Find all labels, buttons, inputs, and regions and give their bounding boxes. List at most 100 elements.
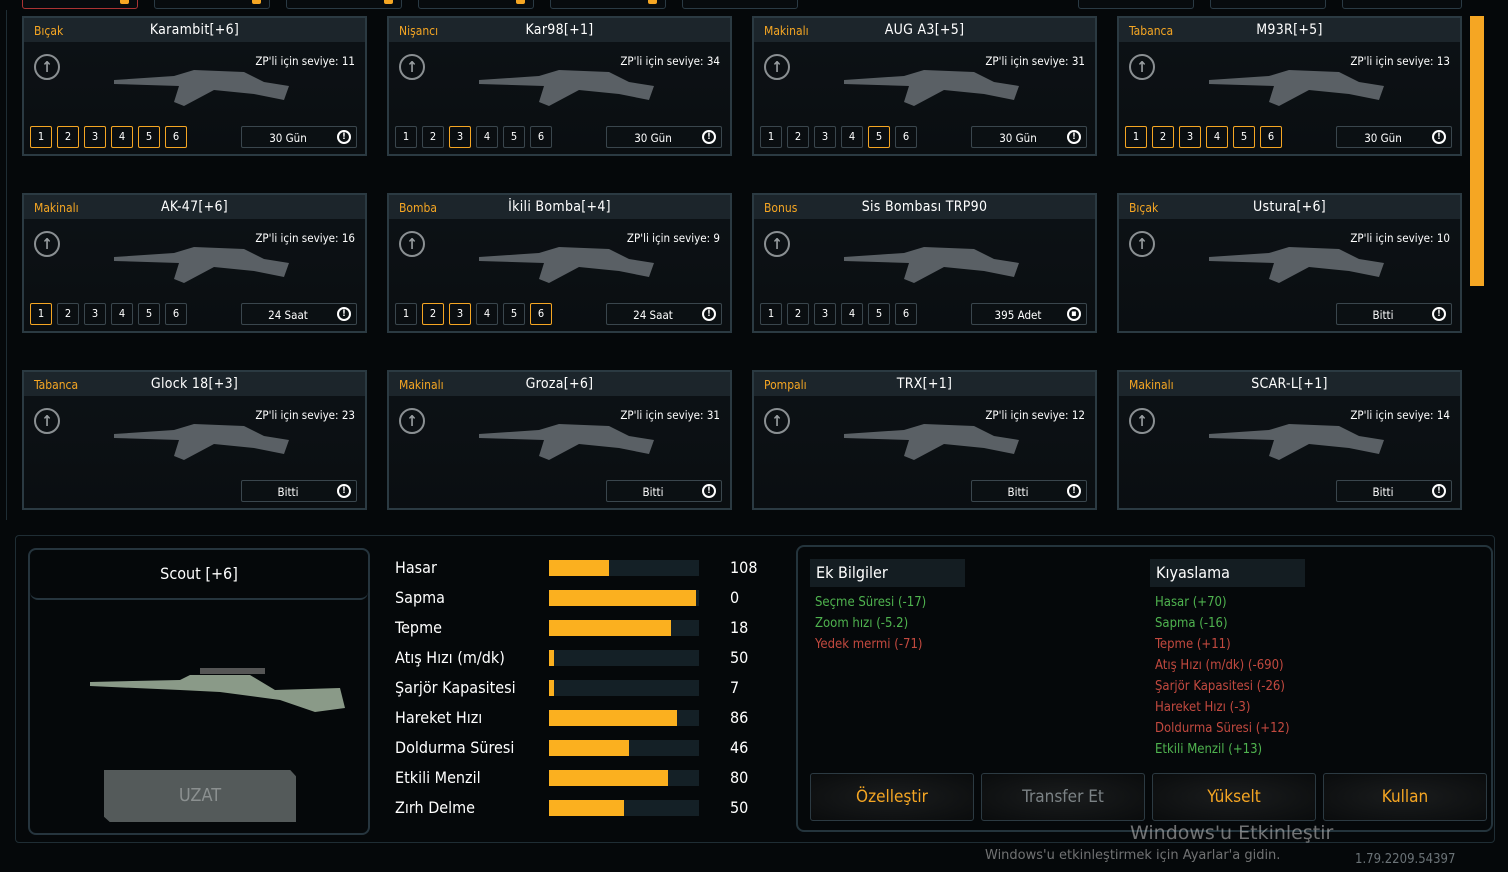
filter-dropdown[interactable] bbox=[22, 0, 138, 9]
item-name: Glock 18[+3] bbox=[150, 376, 239, 392]
item-card[interactable]: Bıçak Ustura[+6] ↑ ZP'li için seviye: 10 Bit… bbox=[1117, 193, 1462, 333]
upgrade-arrow-icon[interactable]: ↑ bbox=[34, 408, 60, 434]
item-card[interactable]: Bomba İkili Bomba[+4] ↑ ZP'li için seviye: … bbox=[387, 193, 732, 333]
upgrade-arrow-icon[interactable]: ↑ bbox=[399, 408, 425, 434]
upgrade-button[interactable]: Yükselt bbox=[1152, 773, 1316, 821]
level-button[interactable]: 1 bbox=[30, 303, 52, 325]
upgrade-arrow-icon[interactable]: ↑ bbox=[1129, 408, 1155, 434]
level-button[interactable]: 5 bbox=[138, 303, 160, 325]
item-card[interactable]: Bıçak Karambit[+6] ↑ ZP'li için seviye: 11 1… bbox=[22, 16, 367, 156]
level-button[interactable]: 5 bbox=[138, 126, 160, 148]
card-header: Makinalı SCAR-L[+1] bbox=[1119, 372, 1460, 396]
level-button[interactable]: 1 bbox=[395, 126, 417, 148]
clock-icon: ! bbox=[337, 307, 351, 321]
weapon-image bbox=[1209, 424, 1384, 460]
item-card[interactable]: Makinalı AK-47[+6] ↑ ZP'li için seviye: 16 1… bbox=[22, 193, 367, 333]
upgrade-arrow-icon[interactable]: ↑ bbox=[1129, 231, 1155, 257]
customize-button[interactable]: Özelleştir bbox=[810, 773, 974, 821]
filter-dropdown[interactable] bbox=[286, 0, 402, 9]
level-button[interactable]: 5 bbox=[868, 303, 890, 325]
upgrade-arrow-icon[interactable]: ↑ bbox=[764, 54, 790, 80]
level-button[interactable]: 4 bbox=[476, 303, 498, 325]
level-button[interactable]: 6 bbox=[165, 303, 187, 325]
clock-icon: ! bbox=[702, 307, 716, 321]
item-card[interactable]: Bonus Sis Bombası TRP90 ↑ 1 2 3 4 5 6 395 Adet ▪ bbox=[752, 193, 1097, 333]
upgrade-arrow-icon[interactable]: ↑ bbox=[764, 231, 790, 257]
filter-dropdown[interactable] bbox=[1210, 0, 1326, 9]
level-button[interactable]: 5 bbox=[503, 126, 525, 148]
level-button[interactable]: 1 bbox=[1125, 126, 1147, 148]
level-button[interactable]: 6 bbox=[165, 126, 187, 148]
level-button[interactable]: 5 bbox=[868, 126, 890, 148]
level-button[interactable]: 3 bbox=[814, 303, 836, 325]
level-button[interactable]: 6 bbox=[530, 303, 552, 325]
level-button[interactable]: 4 bbox=[841, 126, 863, 148]
item-card[interactable]: Makinalı SCAR-L[+1] ↑ ZP'li için seviye: 14… bbox=[1117, 370, 1462, 510]
level-button[interactable]: 4 bbox=[111, 126, 133, 148]
level-button[interactable]: 4 bbox=[111, 303, 133, 325]
item-card[interactable]: Tabanca Glock 18[+3] ↑ ZP'li için seviye: 2… bbox=[22, 370, 367, 510]
level-button[interactable]: 1 bbox=[760, 126, 782, 148]
level-button[interactable]: 4 bbox=[1206, 126, 1228, 148]
extend-button[interactable]: UZAT bbox=[104, 770, 296, 822]
upgrade-arrow-icon[interactable]: ↑ bbox=[764, 408, 790, 434]
level-button[interactable]: 2 bbox=[1152, 126, 1174, 148]
level-button[interactable]: 2 bbox=[57, 303, 79, 325]
level-button[interactable]: 2 bbox=[787, 303, 809, 325]
upgrade-arrow-icon[interactable]: ↑ bbox=[399, 231, 425, 257]
item-card[interactable]: Makinalı AUG A3[+5] ↑ ZP'li için seviye: 31… bbox=[752, 16, 1097, 156]
duration-box: Bitti! bbox=[1336, 303, 1452, 325]
transfer-button[interactable]: Transfer Et bbox=[981, 773, 1145, 821]
level-button[interactable]: 5 bbox=[1233, 126, 1255, 148]
level-button[interactable]: 3 bbox=[449, 303, 471, 325]
level-button[interactable]: 3 bbox=[84, 303, 106, 325]
upgrade-arrow-icon[interactable]: ↑ bbox=[34, 231, 60, 257]
stat-label: Hasar bbox=[395, 558, 437, 577]
use-button[interactable]: Kullan bbox=[1323, 773, 1487, 821]
card-header: Makinalı AK-47[+6] bbox=[24, 195, 365, 219]
upgrade-arrow-icon[interactable]: ↑ bbox=[1129, 54, 1155, 80]
level-button[interactable]: 2 bbox=[57, 126, 79, 148]
level-button[interactable]: 6 bbox=[895, 303, 917, 325]
item-category: Bıçak bbox=[34, 24, 64, 38]
stat-bar bbox=[549, 560, 699, 576]
stat-value: 46 bbox=[730, 738, 749, 757]
left-border bbox=[6, 10, 7, 520]
item-card[interactable]: Makinalı Groza[+6] ↑ ZP'li için seviye: 31 B… bbox=[387, 370, 732, 510]
level-button[interactable]: 6 bbox=[1260, 126, 1282, 148]
compare-line: Şarjör Kapasitesi (-26) bbox=[1155, 679, 1285, 694]
level-button[interactable]: 6 bbox=[895, 126, 917, 148]
level-button[interactable]: 3 bbox=[814, 126, 836, 148]
scrollbar-thumb[interactable] bbox=[1470, 16, 1484, 286]
filter-dropdown[interactable] bbox=[550, 0, 666, 9]
stat-bar bbox=[549, 680, 699, 696]
item-card[interactable]: Nişancı Kar98[+1] ↑ ZP'li için seviye: 34 1 2… bbox=[387, 16, 732, 156]
stat-label: Etkili Menzil bbox=[395, 768, 481, 787]
filter-dropdown[interactable] bbox=[418, 0, 534, 9]
search-input[interactable] bbox=[1342, 0, 1462, 9]
level-button[interactable]: 5 bbox=[503, 303, 525, 325]
filter-dropdown[interactable] bbox=[154, 0, 270, 9]
stat-label: Atış Hızı (m/dk) bbox=[395, 648, 505, 667]
level-button[interactable]: 4 bbox=[841, 303, 863, 325]
upgrade-arrow-icon[interactable]: ↑ bbox=[399, 54, 425, 80]
duration-label: 24 Saat bbox=[268, 308, 308, 322]
level-button[interactable]: 3 bbox=[1179, 126, 1201, 148]
zp-level-label: ZP'li için seviye: 14 bbox=[1350, 408, 1450, 422]
level-button[interactable]: 2 bbox=[422, 303, 444, 325]
level-button[interactable]: 6 bbox=[530, 126, 552, 148]
level-button[interactable]: 1 bbox=[395, 303, 417, 325]
filter-dropdown[interactable] bbox=[682, 0, 798, 9]
level-button[interactable]: 2 bbox=[787, 126, 809, 148]
level-button[interactable]: 3 bbox=[84, 126, 106, 148]
level-button[interactable]: 1 bbox=[30, 126, 52, 148]
item-card[interactable]: Pompalı TRX[+1] ↑ ZP'li için seviye: 12 Bitt… bbox=[752, 370, 1097, 510]
level-button[interactable]: 4 bbox=[476, 126, 498, 148]
level-button[interactable]: 3 bbox=[449, 126, 471, 148]
filter-dropdown[interactable] bbox=[1078, 0, 1194, 9]
upgrade-arrow-icon[interactable]: ↑ bbox=[34, 54, 60, 80]
weapon-image bbox=[1209, 70, 1384, 106]
level-button[interactable]: 2 bbox=[422, 126, 444, 148]
item-card[interactable]: Tabanca M93R[+5] ↑ ZP'li için seviye: 13 1 2 3… bbox=[1117, 16, 1462, 156]
level-button[interactable]: 1 bbox=[760, 303, 782, 325]
